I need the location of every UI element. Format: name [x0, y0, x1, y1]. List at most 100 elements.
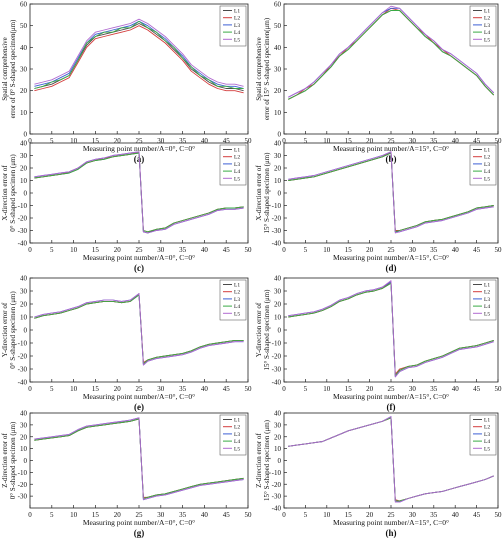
x-axis-title: Measuring point number/A=15°, C=0°	[333, 144, 449, 153]
y-tick-label: 20	[274, 433, 282, 441]
x-tick-label: 25	[136, 385, 144, 393]
x-tick-label: 50	[495, 511, 503, 519]
y-axis-title-line: X-direction error of	[1, 165, 9, 221]
legend-label: L1	[484, 283, 490, 289]
y-axis-title-line: 15° S-shaped specimen (μm)	[263, 419, 271, 501]
plot-frame	[29, 412, 249, 509]
series-line-l5	[34, 151, 244, 234]
x-tick-label: 20	[366, 246, 374, 254]
y-axis-title: Y-direction error of15° S-shaped specime…	[255, 289, 271, 371]
series-line-l4	[288, 282, 494, 376]
y-tick-label: 0	[24, 190, 28, 198]
series-line-l2	[34, 25, 244, 94]
y-tick-label: 30	[274, 152, 282, 160]
x-axis-title: Measuring point number/A=15°, C=0°	[333, 253, 449, 262]
y-tick-label: 10	[20, 314, 28, 322]
legend-label: L5	[484, 37, 490, 43]
x-tick-label: 5	[304, 246, 308, 254]
series-line-l2	[288, 417, 494, 502]
y-tick-label: 20	[20, 433, 28, 441]
x-axis-title: Measuring point number/A=0°, C=0°	[83, 253, 195, 262]
y-tick-label: -20	[18, 481, 28, 489]
y-tick-label: 40	[274, 275, 282, 283]
x-tick-label: 15	[345, 385, 353, 393]
series-line-l5	[288, 151, 494, 234]
y-tick-label: 0	[278, 131, 282, 139]
y-axis-title-line: Spatial comprehensive	[255, 37, 263, 101]
legend-label: L5	[234, 37, 240, 43]
y-tick-label: -40	[272, 379, 282, 387]
x-tick-label: 45	[223, 385, 231, 393]
panel-label: (h)	[386, 528, 397, 538]
x-tick-label: 10	[323, 246, 331, 254]
legend-label: L1	[484, 418, 490, 424]
series-line-l5	[288, 280, 494, 378]
x-tick-label: 15	[92, 246, 100, 254]
legend-label: L4	[234, 439, 240, 445]
x-tick-label: 0	[282, 137, 286, 145]
x-tick-label: 20	[114, 137, 122, 145]
y-tick-label: 40	[20, 140, 28, 148]
x-tick-label: 0	[282, 246, 286, 254]
y-tick-label: 10	[274, 445, 282, 453]
y-tick-label: 30	[274, 288, 282, 296]
x-tick-label: 15	[345, 511, 353, 519]
x-tick-label: 10	[70, 511, 78, 519]
series-line-l5	[34, 417, 244, 501]
legend-label: L4	[234, 30, 240, 36]
x-tick-label: 50	[245, 246, 253, 254]
x-tick-label: 25	[136, 137, 144, 145]
y-tick-label: 60	[20, 1, 28, 9]
series-line-l3	[34, 293, 244, 366]
y-tick-label: 30	[20, 152, 28, 160]
y-tick-label: 30	[20, 288, 28, 296]
x-tick-label: 0	[28, 246, 32, 254]
y-tick-label: -10	[272, 340, 282, 348]
series-line-l1	[34, 152, 244, 234]
series-line-l4	[288, 10, 495, 100]
panel-e: 0 5 10 15 20 25 30 35 40 45 50 -40 -30 -20 -10 0 10 20 30 4…	[1, 275, 252, 413]
y-tick-label: 60	[274, 1, 282, 9]
x-tick-label: 40	[201, 246, 209, 254]
legend-label: L3	[234, 23, 240, 29]
y-tick-label: 40	[274, 44, 282, 52]
y-axis-title-line: Z-direction error of	[1, 433, 9, 488]
plot-frame	[283, 412, 499, 509]
x-tick-label: 45	[473, 137, 481, 145]
y-tick-label: 0	[278, 327, 282, 335]
series-line-l2	[288, 7, 495, 100]
legend-label: L4	[484, 169, 490, 175]
legend-label: L3	[484, 162, 490, 168]
legend-label: L4	[484, 439, 490, 445]
y-axis-title: Spatial comprehensiveerror of 0° S-shape…	[1, 19, 17, 118]
x-tick-label: 30	[157, 246, 165, 254]
panel-a: 0 5 10 15 20 25 30 35 40 45 50 0 10 20 30 40 50 60 Measuri…	[1, 1, 252, 165]
y-tick-label: -30	[18, 366, 28, 374]
y-tick-label: 20	[274, 87, 282, 95]
y-tick-label: 30	[274, 66, 282, 74]
x-tick-label: 10	[70, 246, 78, 254]
legend-box	[219, 5, 247, 47]
series-line-l5	[34, 18, 244, 87]
legend-label: L1	[484, 148, 490, 154]
x-tick-label: 50	[245, 511, 253, 519]
x-tick-label: 20	[114, 511, 122, 519]
series-line-l3	[288, 416, 494, 503]
y-axis-title-line: Y-direction error of	[1, 302, 9, 357]
x-tick-label: 40	[452, 385, 460, 393]
y-tick-label: -30	[272, 227, 282, 235]
legend-label: L4	[234, 304, 240, 310]
y-tick-label: -20	[18, 215, 28, 223]
panel-label: (e)	[134, 402, 144, 412]
y-axis-title: Y-direction error of0° S-shaped specimen…	[1, 291, 17, 369]
legend-label: L5	[484, 176, 490, 182]
legend-label: L1	[234, 283, 240, 289]
x-tick-label: 35	[430, 511, 438, 519]
x-tick-label: 5	[50, 137, 54, 145]
legend-label: L2	[484, 16, 490, 22]
y-axis-title-line: 0° S-shaped specimen (μm)	[9, 154, 17, 232]
x-tick-label: 20	[366, 137, 374, 145]
